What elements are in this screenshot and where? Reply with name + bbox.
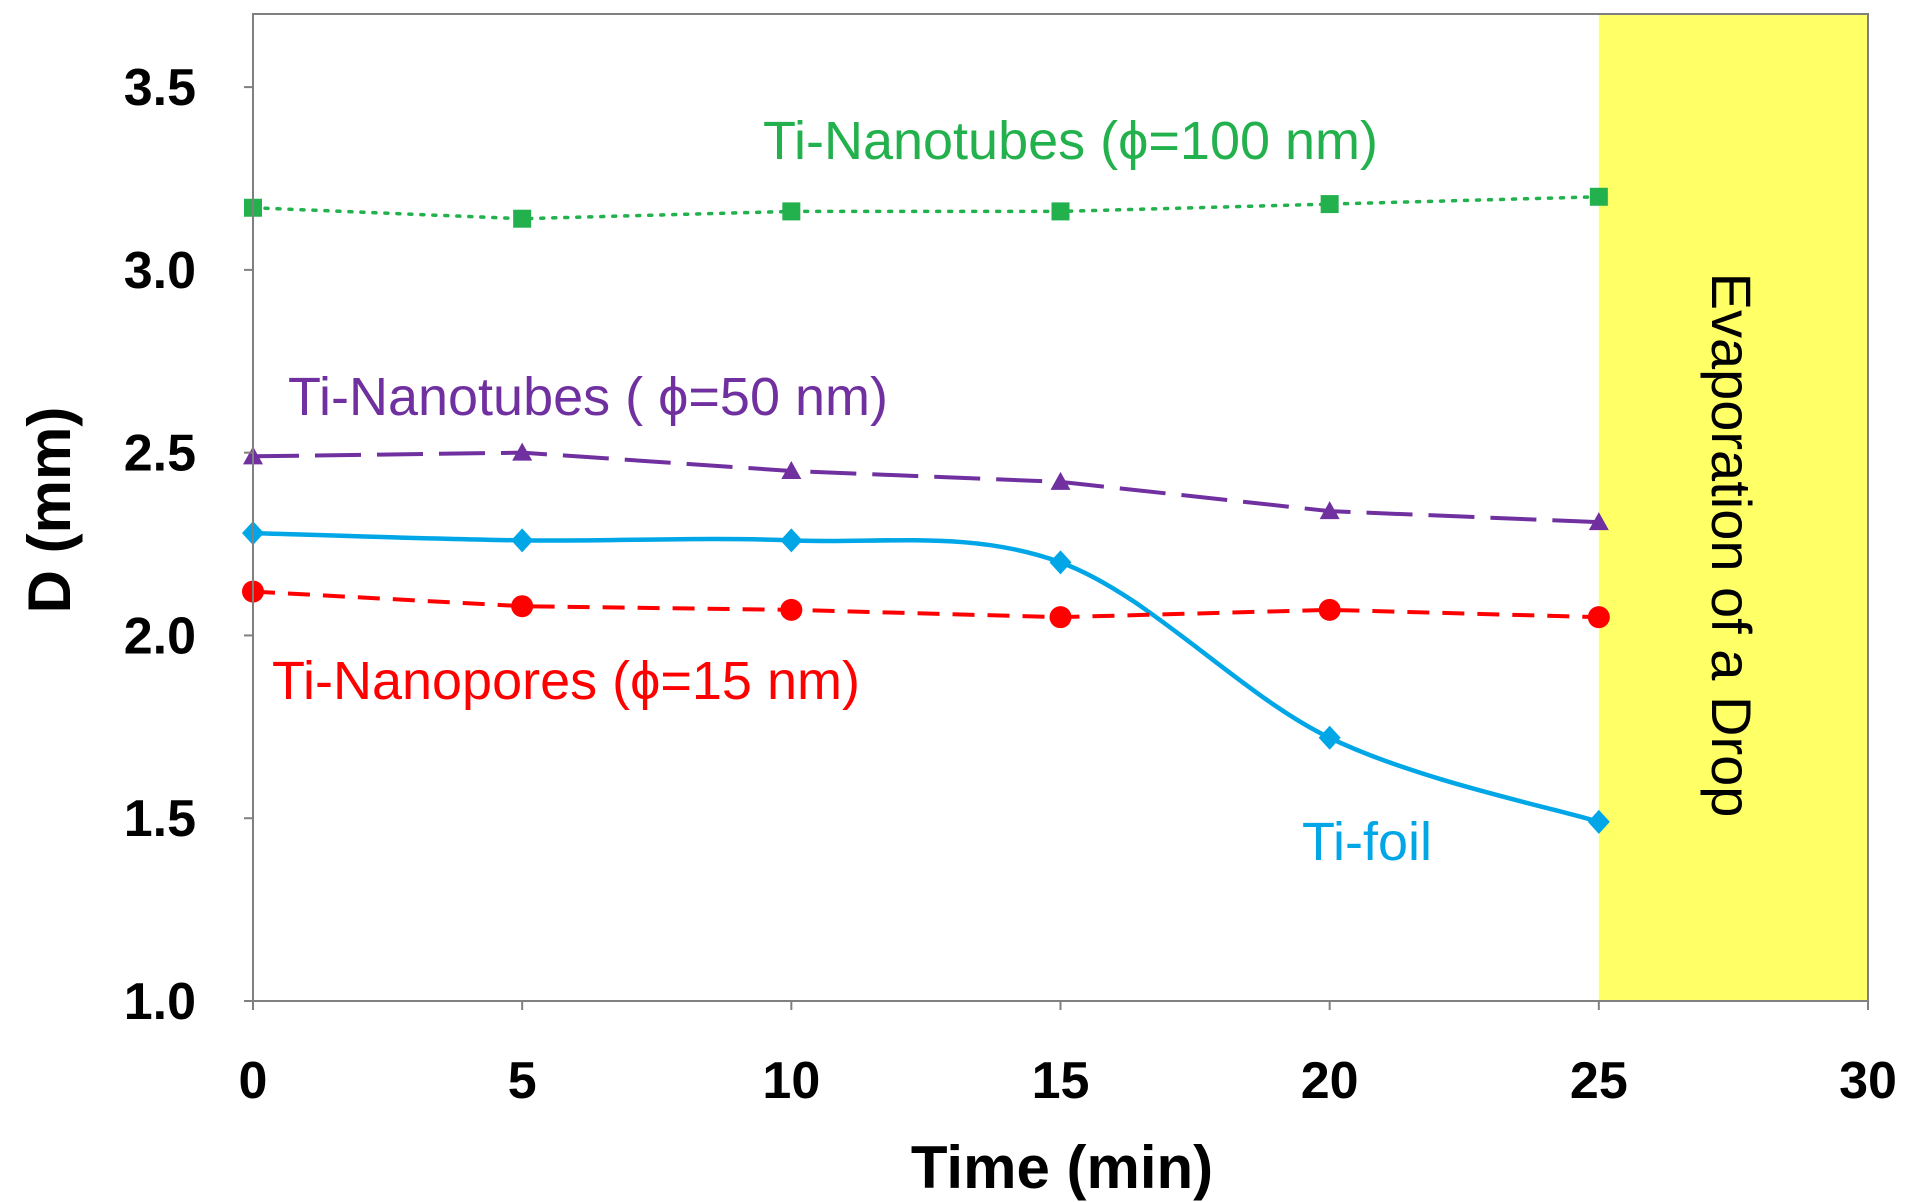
data-point-nanotubes-100 — [1051, 202, 1070, 221]
series-line-ti-foil — [252, 530, 1600, 825]
y-tick-label: 2.0 — [124, 607, 196, 665]
y-tick-label: 2.5 — [124, 425, 196, 483]
x-tick-label: 0 — [239, 1052, 268, 1110]
data-point-nanotubes-100 — [1589, 187, 1608, 206]
series-label-ti-foil: Ti-foil — [1302, 812, 1432, 872]
y-axis-title: D (mm) — [16, 407, 83, 614]
x-axis-title: Time (min) — [911, 1134, 1213, 1201]
series-label-nanopores-15: Ti-Nanopores (ϕ=15 nm) — [272, 651, 860, 711]
y-axis-ticks: 1.0 1.5 2.0 2.5 3.0 3.5 — [124, 59, 253, 1031]
data-point-ti-foil — [511, 528, 534, 553]
x-tick-label: 25 — [1570, 1052, 1628, 1110]
data-point-nanotubes-50 — [1319, 501, 1340, 520]
data-point-nanopores-15 — [780, 598, 803, 621]
x-tick-label: 10 — [762, 1052, 820, 1110]
data-point-nanotubes-50 — [781, 460, 802, 479]
y-tick-label: 3.0 — [124, 242, 196, 300]
data-point-nanotubes-50 — [1588, 512, 1609, 531]
series-label-nanotubes-50: Ti-Nanotubes ( ϕ=50 nm) — [288, 367, 888, 427]
x-tick-label: 20 — [1301, 1052, 1359, 1110]
series-label-nanotubes-100: Ti-Nanotubes (ϕ=100 nm) — [763, 111, 1378, 171]
data-point-nanotubes-50 — [1050, 471, 1071, 490]
evaporation-band — [1598, 14, 1868, 1001]
series-line-nanopores-15 — [252, 589, 1599, 620]
x-axis-ticks: 0 5 10 15 20 25 30 — [239, 1001, 1897, 1110]
series-markers — [242, 187, 1610, 834]
series-lines — [251, 195, 1601, 825]
data-point-nanotubes-100 — [513, 209, 532, 228]
data-point-ti-foil — [1587, 809, 1610, 834]
data-point-ti-foil — [1049, 550, 1072, 575]
data-point-nanopores-15 — [1318, 598, 1341, 621]
data-point-nanotubes-100 — [782, 202, 801, 221]
data-point-ti-foil — [780, 528, 803, 553]
series-line-nanotubes-50 — [252, 450, 1599, 525]
data-point-nanopores-15 — [1587, 606, 1610, 629]
series-line-nanotubes-100 — [251, 195, 1601, 221]
data-point-nanotubes-100 — [1320, 195, 1339, 214]
y-tick-label: 1.0 — [124, 973, 196, 1031]
x-tick-label: 5 — [508, 1052, 537, 1110]
data-point-nanopores-15 — [1049, 606, 1072, 629]
data-point-nanotubes-50 — [512, 442, 533, 461]
data-point-nanopores-15 — [511, 595, 534, 618]
data-point-ti-foil — [1318, 725, 1341, 750]
y-tick-label: 3.5 — [124, 59, 196, 117]
y-tick-label: 1.5 — [124, 790, 196, 848]
x-tick-label: 30 — [1839, 1052, 1897, 1110]
evaporation-band-label: Evaporation of a Drop — [1700, 273, 1763, 818]
x-tick-label: 15 — [1032, 1052, 1090, 1110]
